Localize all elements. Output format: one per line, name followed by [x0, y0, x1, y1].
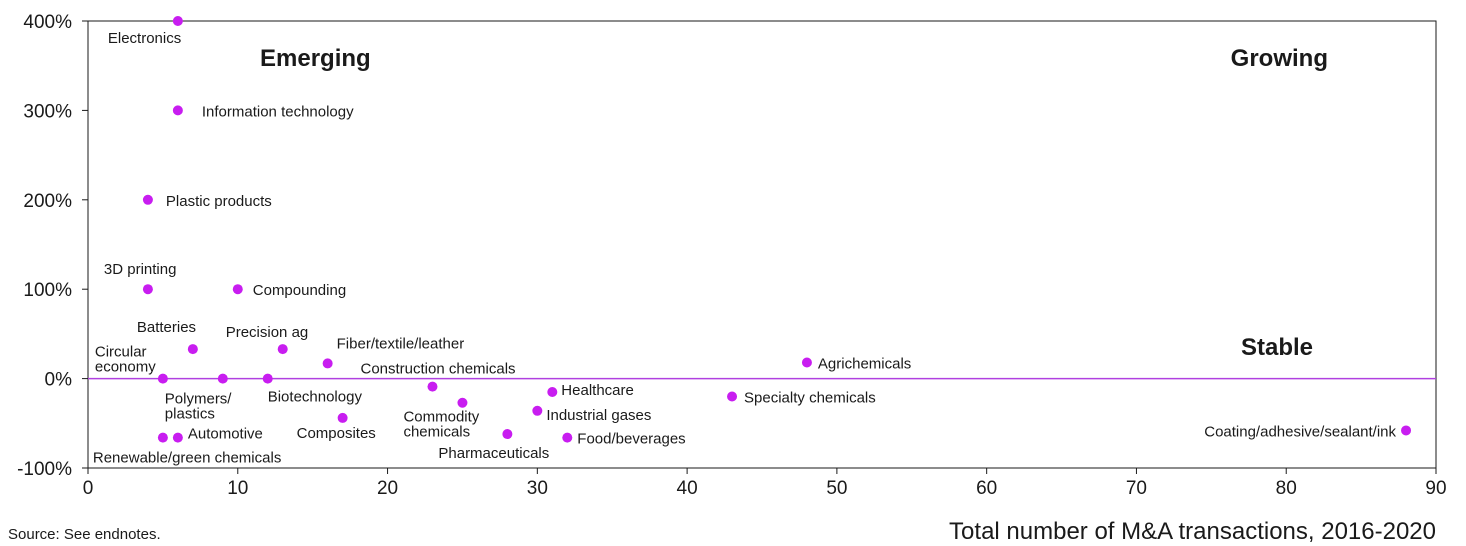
- data-point: [322, 358, 333, 369]
- point-label: Industrial gases: [546, 407, 651, 424]
- data-point: [502, 429, 513, 440]
- point-label: Pharmaceuticals: [438, 445, 549, 462]
- data-point: [427, 381, 438, 392]
- data-point: [142, 284, 153, 295]
- point-label: Fiber/textile/leather: [337, 335, 465, 352]
- data-point: [457, 397, 468, 408]
- data-point: [727, 391, 738, 402]
- source-note: Source: See endnotes.: [8, 526, 161, 543]
- point-label: Composites: [297, 425, 376, 442]
- y-tick-label: 300%: [23, 101, 72, 122]
- point-label: Specialty chemicals: [744, 389, 876, 406]
- point-label-line: Circular: [95, 344, 147, 361]
- data-point: [547, 387, 558, 398]
- x-tick-label: 80: [1276, 478, 1297, 499]
- point-label-line: Polymers/: [165, 391, 233, 408]
- point-label: Construction chemicals: [360, 361, 515, 378]
- point-label: Healthcare: [561, 382, 634, 399]
- point-label-line: chemicals: [403, 424, 470, 441]
- point-label: Precision ag: [226, 324, 309, 341]
- data-point: [262, 373, 273, 384]
- point-label-line: Commodity: [403, 409, 479, 426]
- data-point: [532, 405, 543, 416]
- data-point: [277, 344, 288, 355]
- point-label-line: plastics: [165, 406, 215, 423]
- plot-frame: [87, 20, 1437, 469]
- y-tick-label: 400%: [23, 12, 72, 33]
- data-points: [142, 16, 1412, 443]
- y-tick-label: 200%: [23, 191, 72, 212]
- data-point: [337, 412, 348, 423]
- data-point: [1401, 425, 1412, 436]
- scatter-chart: 0 10 20 30 40 50 60 70 80 90 400% 300% 200% 100% 0% -10…: [17, 12, 1446, 499]
- x-tick-label: 10: [227, 478, 248, 499]
- point-label: Agrichemicals: [818, 356, 911, 373]
- x-tick-label: 70: [1126, 478, 1147, 499]
- point-label: Compounding: [253, 282, 346, 299]
- x-tick-label: 20: [377, 478, 398, 499]
- x-tick-label: 0: [83, 478, 94, 499]
- data-point: [157, 432, 168, 443]
- point-label: Information technology: [202, 103, 354, 120]
- x-axis-title: Total number of M&A transactions, 2016-2…: [949, 518, 1436, 545]
- point-label: Batteries: [137, 319, 196, 336]
- x-tick-label: 90: [1425, 478, 1446, 499]
- quadrant-labels: Emerging Growing Stable: [260, 45, 1328, 361]
- data-point: [187, 344, 198, 355]
- data-point: [172, 432, 183, 443]
- data-point: [157, 373, 168, 384]
- point-label: Coating/adhesive/sealant/ink: [1204, 423, 1396, 440]
- y-tick-label: 0%: [45, 370, 73, 391]
- x-tick-label: 30: [527, 478, 548, 499]
- quadrant-label: Stable: [1241, 334, 1313, 361]
- data-point: [172, 105, 183, 116]
- quadrant-label: Emerging: [260, 45, 371, 72]
- x-tick-label: 60: [976, 478, 997, 499]
- data-point: [562, 432, 573, 443]
- quadrant-label: Growing: [1231, 45, 1328, 72]
- point-label: Electronics: [108, 30, 181, 47]
- x-tick-label: 50: [826, 478, 847, 499]
- point-label: Commodity chemicals: [403, 409, 479, 441]
- point-label: Plastic products: [166, 193, 272, 210]
- point-label: Automotive: [188, 426, 263, 443]
- x-tick-label: 40: [677, 478, 698, 499]
- axes: 0 10 20 30 40 50 60 70 80 90 400% 300% 200% 100% 0% -10…: [17, 12, 1446, 499]
- point-label-line: economy: [95, 359, 156, 376]
- point-label: Polymers/plastics: [165, 391, 233, 423]
- data-point: [142, 194, 153, 205]
- point-label: 3D printing: [104, 261, 177, 278]
- point-label: Food/beverages: [577, 431, 685, 448]
- data-point: [172, 16, 183, 26]
- y-tick-label: 100%: [23, 280, 72, 301]
- y-tick-label: -100%: [17, 459, 72, 480]
- point-label: Circular economy: [95, 344, 156, 376]
- data-point: [232, 284, 243, 295]
- data-point: [801, 357, 812, 368]
- data-point: [217, 373, 228, 384]
- point-label: Renewable/green chemicals: [93, 450, 281, 467]
- point-label: Biotechnology: [268, 389, 363, 406]
- point-labels: Electronics Information technology Plastic…: [93, 30, 1397, 467]
